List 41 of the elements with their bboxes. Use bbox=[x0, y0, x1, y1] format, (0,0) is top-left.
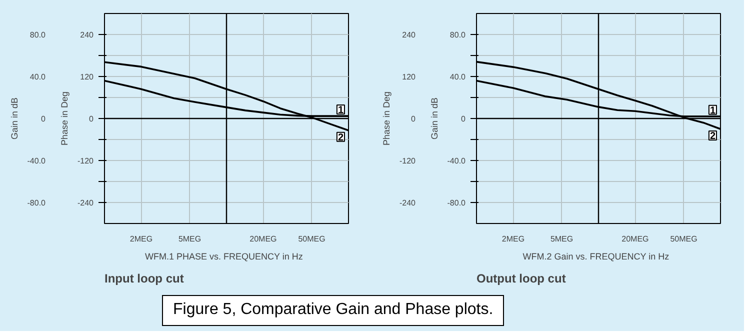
y-axis-title: Phase in Deg bbox=[59, 91, 70, 146]
y2-tick-label: 120 bbox=[402, 72, 416, 82]
y2-tick-label: -40.0 bbox=[27, 156, 46, 166]
y2-tick-label: 0 bbox=[41, 114, 46, 124]
y2-tick-label: 0 bbox=[411, 114, 416, 124]
y-tick-label: 240 bbox=[80, 30, 94, 40]
y-axis-title: Gain in dB bbox=[429, 97, 440, 140]
text: Input loop cut bbox=[104, 272, 184, 286]
series-label: 2 bbox=[710, 131, 716, 142]
y-tick-label: 0 bbox=[89, 114, 94, 124]
x-tick-label: 50MEG bbox=[670, 234, 698, 244]
x-axis-title: WFM.2 Gain vs. FREQUENCY in Hz bbox=[522, 252, 670, 262]
y2-axis-title: Phase in Deg bbox=[381, 91, 392, 146]
y-tick-label: 120 bbox=[80, 72, 94, 82]
x-tick-label: 20MEG bbox=[622, 234, 649, 244]
y2-tick-label: -240 bbox=[399, 198, 416, 208]
caption: Figure 5, Comparative Gain and Phase plots. bbox=[173, 300, 494, 320]
x-tick-label: 2MEG bbox=[130, 234, 153, 244]
y-tick-label: 80.0 bbox=[450, 30, 466, 40]
y-tick-label: 40.0 bbox=[450, 72, 466, 82]
x-tick-label: 5MEG bbox=[550, 234, 574, 244]
y2-tick-label: 240 bbox=[402, 30, 416, 40]
y2-tick-label: -120 bbox=[399, 156, 416, 166]
x-tick-label: 2MEG bbox=[502, 234, 525, 244]
y-tick-label: -240 bbox=[77, 198, 94, 208]
x-tick-label: 50MEG bbox=[298, 234, 326, 244]
series-label: 1 bbox=[338, 105, 344, 116]
y-tick-label: 0 bbox=[461, 114, 466, 124]
y2-tick-label: -80.0 bbox=[27, 198, 46, 208]
y2-tick-label: 40.0 bbox=[30, 72, 46, 82]
series-label: 2 bbox=[338, 132, 344, 144]
text: Output loop cut bbox=[476, 272, 566, 286]
y-tick-label: -40.0 bbox=[447, 156, 466, 166]
y2-tick-label: 80.0 bbox=[30, 30, 46, 40]
x-tick-label: 20MEG bbox=[250, 234, 277, 244]
series-label: 1 bbox=[710, 105, 716, 116]
x-tick-label: 5MEG bbox=[178, 234, 202, 244]
x-axis-title: WFM.1 PHASE vs. FREQUENCY in Hz bbox=[144, 252, 304, 262]
y-tick-label: -80.0 bbox=[447, 198, 466, 208]
y-tick-label: -120 bbox=[77, 156, 94, 166]
y2-axis-title: Gain in dB bbox=[9, 97, 20, 140]
